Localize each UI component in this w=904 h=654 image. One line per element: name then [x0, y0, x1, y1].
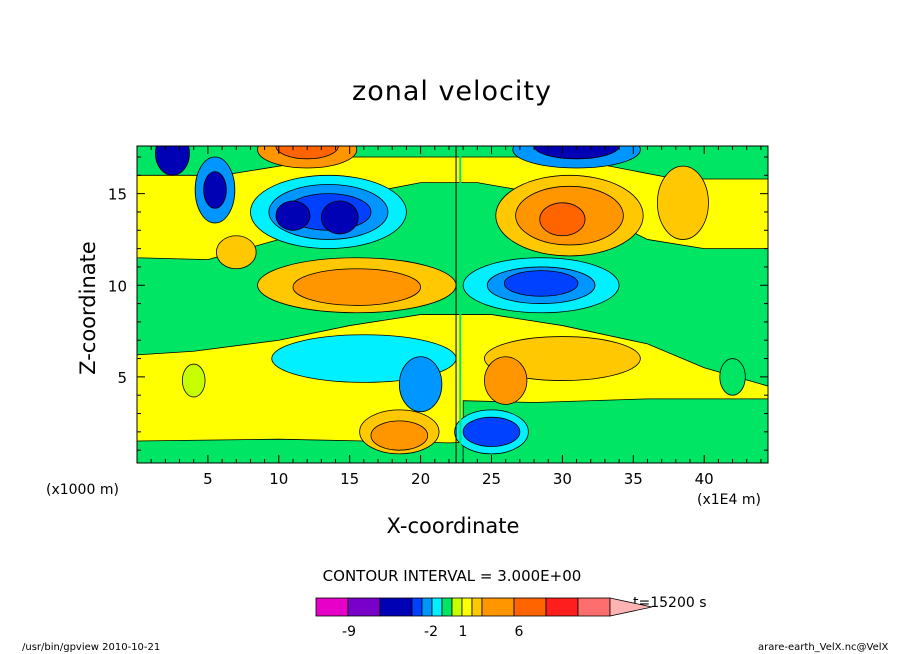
- footer-right: arare-earth_VelX.nc@VelX: [758, 642, 889, 653]
- colorbar-segment: [481, 597, 515, 617]
- bottom-left-small-blob: [181, 363, 206, 398]
- colorbar-segment: [461, 597, 473, 617]
- upper-left-darkblue-a: [275, 200, 311, 231]
- x-tick-label: 15: [340, 470, 359, 488]
- middle-right-blue: [503, 270, 579, 297]
- colorbar-segment: [315, 597, 349, 617]
- bottom-left-orange: [370, 420, 429, 451]
- lower-right-orange: [484, 356, 528, 405]
- footer-left: /usr/bin/gpview 2010-10-21: [22, 642, 161, 653]
- chart-title: zonal velocity: [352, 76, 552, 107]
- middle-left-edge-gold: [216, 235, 257, 270]
- colorbar-segment: [431, 597, 443, 617]
- colorbar-arrow: [609, 597, 653, 617]
- colorbar-segment: [451, 597, 463, 617]
- upper-left-edge-darkblue: [203, 171, 227, 209]
- lower-left-lightblue: [398, 356, 443, 413]
- x-tick-label: 40: [695, 470, 714, 488]
- top-left-corner-blue: [155, 146, 190, 176]
- colorbar-segment: [379, 597, 413, 617]
- y-tick-label: 5: [117, 369, 127, 387]
- colorbar-segment: [471, 597, 483, 617]
- bottom-right-small-blob: [719, 358, 746, 396]
- bottom-right-blue: [462, 416, 521, 447]
- x-axis-label: X-coordinate: [386, 514, 520, 538]
- colorbar-segment: [545, 597, 579, 617]
- colorbar-segment: [411, 597, 423, 617]
- x-tick-label: 30: [553, 470, 572, 488]
- contour-field: [137, 146, 768, 463]
- y-tick-label: 15: [108, 186, 127, 204]
- colorbar-segment: [577, 597, 611, 617]
- colorbar-segment: [347, 597, 381, 617]
- x-axis-unit-label: (x1000 m): [46, 482, 119, 498]
- upper-right-edge-gold: [656, 165, 709, 240]
- x-axis-unit-label-secondary: (x1E4 m): [697, 492, 761, 508]
- colorbar-tick-label: -2: [424, 624, 438, 640]
- upper-yellow-band: [137, 146, 768, 261]
- x-tick-label: 10: [269, 470, 288, 488]
- upper-right-darkorange: [539, 202, 586, 237]
- colorbar-tick-label: -9: [342, 624, 356, 640]
- colorbar-tick-label: 1: [459, 624, 468, 640]
- colorbar-segment: [421, 597, 433, 617]
- colorbar-tick-label: 6: [515, 624, 524, 640]
- x-tick-label: 35: [624, 470, 643, 488]
- y-tick-label: 10: [108, 277, 127, 295]
- upper-left-darkblue-b: [320, 200, 359, 235]
- x-tick-label: 25: [482, 470, 501, 488]
- colorbar-segment: [441, 597, 453, 617]
- x-tick-label: 20: [411, 470, 430, 488]
- middle-left-orange: [292, 268, 421, 306]
- colorbar-segment: [513, 597, 547, 617]
- bottom-right-green: [462, 398, 768, 463]
- plot-frame: [136, 145, 769, 464]
- contour-interval-label: CONTOUR INTERVAL = 3.000E+00: [322, 567, 582, 585]
- x-tick-label: 5: [203, 470, 213, 488]
